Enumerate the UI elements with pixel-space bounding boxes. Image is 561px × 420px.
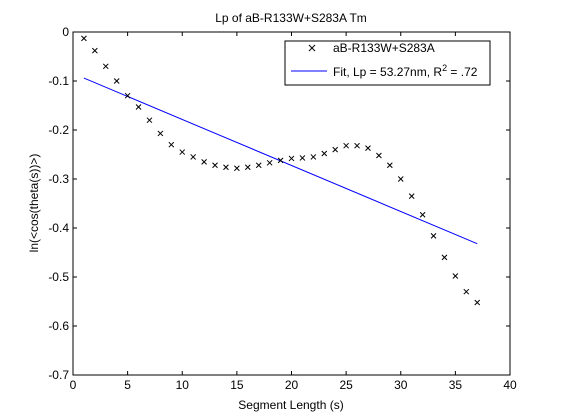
y-tick-label: -0.7	[48, 368, 69, 382]
data-point	[223, 164, 229, 171]
y-tick-label: -0.6	[48, 319, 69, 333]
legend-label-fit: Fit, Lp = 53.27nm, R2 = .72	[333, 63, 478, 79]
chart-title: Lp of aB-R133W+S283A Tm	[215, 11, 367, 25]
legend-label-fit-sup: 2	[442, 63, 447, 73]
x-tick-label: 10	[176, 378, 190, 392]
legend-label-data: aB-R133W+S283A	[333, 41, 435, 55]
data-point	[113, 78, 120, 84]
data-point	[266, 159, 273, 166]
y-tick-label: -0.5	[48, 270, 69, 284]
y-axis-label: ln(<cos(theta(s))>)	[27, 154, 41, 253]
y-tick-label: 0	[62, 25, 69, 39]
y-tick-label: -0.4	[48, 221, 69, 235]
data-point	[310, 154, 317, 160]
data-series	[81, 35, 481, 306]
x-tick-label: 30	[394, 378, 408, 392]
data-point	[321, 150, 328, 157]
legend: aB-R133W+S283A Fit, Lp = 53.27nm, R2 = .…	[284, 40, 491, 86]
data-point	[332, 146, 339, 153]
x-tick-label: 35	[449, 378, 463, 392]
data-point	[408, 193, 415, 200]
data-point	[474, 299, 481, 306]
data-point	[201, 158, 207, 165]
data-point	[354, 142, 360, 149]
data-point	[452, 273, 459, 279]
data-point	[365, 145, 371, 151]
legend-label-fit-suffix: = .72	[447, 65, 478, 79]
data-point	[190, 154, 197, 160]
data-point	[212, 162, 218, 169]
data-point	[81, 35, 87, 42]
x-tick-label: 25	[339, 378, 353, 392]
data-point	[146, 117, 153, 124]
legend-marker-data	[308, 44, 316, 52]
legend-label-fit-text: Fit, Lp = 53.27nm, R	[333, 65, 442, 79]
data-point	[244, 164, 251, 171]
x-axis-label: Segment Length (s)	[238, 398, 343, 412]
data-point	[430, 232, 437, 239]
data-point	[157, 130, 164, 137]
plot-area	[72, 31, 511, 376]
data-point	[179, 149, 186, 155]
x-axis: 0 5 10 15 20 25 30 35 40	[70, 32, 517, 392]
data-point	[463, 288, 470, 295]
x-tick-label: 5	[124, 378, 131, 392]
y-tick-label: -0.3	[48, 172, 69, 186]
y-tick-label: -0.2	[48, 123, 69, 137]
data-point	[102, 63, 109, 70]
legend-box	[284, 40, 491, 86]
data-point	[124, 92, 131, 99]
x-tick-label: 40	[503, 378, 517, 392]
data-point	[288, 155, 295, 162]
data-point	[168, 141, 175, 148]
data-point	[234, 165, 240, 172]
x-tick-label: 15	[230, 378, 244, 392]
y-tick-label: -0.1	[48, 74, 69, 88]
data-point	[386, 162, 393, 169]
data-point	[419, 211, 426, 218]
y-axis: 0 -0.1 -0.2 -0.3 -0.4 -0.5 -0.6 -0.7	[48, 25, 510, 382]
x-tick-label: 20	[285, 378, 299, 392]
data-point	[91, 47, 98, 54]
data-point	[299, 155, 306, 161]
data-point	[277, 157, 284, 164]
data-point	[397, 176, 404, 182]
data-point	[343, 142, 349, 149]
data-point	[441, 254, 448, 261]
data-point	[376, 152, 382, 159]
x-tick-label: 0	[70, 378, 77, 392]
data-point	[255, 162, 262, 169]
data-point	[135, 104, 142, 110]
